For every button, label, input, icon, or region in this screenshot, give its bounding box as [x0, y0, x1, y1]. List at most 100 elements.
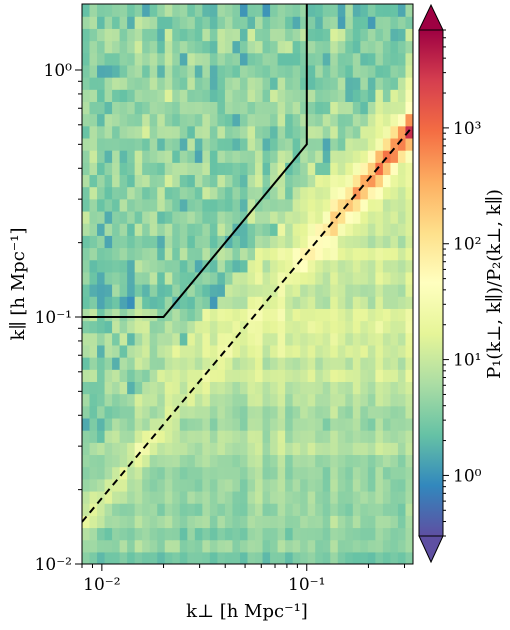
heatmap-cell: [157, 466, 166, 480]
heatmap-cell: [330, 393, 339, 407]
heatmap-cell: [322, 417, 331, 431]
heatmap-cell: [134, 320, 143, 334]
heatmap-cell: [262, 77, 271, 90]
heatmap-cell: [360, 150, 369, 163]
heatmap-cell: [375, 150, 384, 163]
heatmap-cell: [247, 308, 256, 322]
heatmap-cell: [89, 332, 98, 346]
heatmap-cell: [112, 125, 121, 139]
heatmap-cell: [194, 296, 203, 309]
heatmap-cell: [209, 137, 219, 151]
heatmap-cell: [224, 284, 234, 297]
heatmap-cell: [89, 369, 98, 382]
heatmap-cell: [382, 28, 392, 42]
heatmap-cell: [149, 405, 158, 419]
heatmap-cell: [367, 137, 376, 151]
heatmap-cell: [119, 198, 128, 212]
heatmap-cell: [232, 125, 241, 139]
heatmap-cell: [285, 344, 294, 358]
heatmap-cell: [82, 210, 91, 224]
heatmap-cell: [367, 344, 376, 358]
heatmap-cell: [97, 40, 106, 54]
heatmap-cell: [134, 503, 143, 516]
heatmap-cell: [315, 393, 324, 407]
heatmap-cell: [134, 490, 143, 504]
heatmap-cell: [224, 454, 234, 468]
heatmap-cell: [89, 150, 98, 163]
heatmap-cell: [352, 442, 361, 456]
heatmap-cell: [82, 515, 91, 529]
heatmap-cell: [352, 174, 361, 188]
heatmap-cell: [142, 150, 151, 163]
heatmap-cell: [270, 296, 279, 309]
heatmap-cell: [345, 442, 354, 456]
heatmap-cell: [322, 174, 331, 188]
heatmap-cell: [164, 162, 173, 176]
heatmap-cell: [232, 162, 241, 176]
heatmap-cell: [285, 186, 294, 200]
heatmap-cell: [330, 113, 339, 127]
heatmap-cell: [390, 284, 399, 297]
heatmap-cell: [285, 527, 294, 541]
heatmap-cell: [352, 247, 361, 261]
heatmap-cell: [104, 490, 113, 504]
heatmap-cell: [247, 186, 256, 200]
heatmap-cell: [352, 539, 361, 553]
heatmap-cell: [97, 89, 106, 102]
heatmap-cell: [97, 551, 106, 564]
heatmap-cell: [390, 64, 399, 78]
heatmap-cell: [187, 442, 196, 456]
heatmap-cell: [172, 174, 181, 188]
heatmap-cell: [134, 223, 143, 236]
heatmap-cell: [262, 259, 271, 273]
heatmap-cell: [262, 466, 271, 480]
heatmap-cell: [187, 344, 196, 358]
heatmap-cell: [172, 186, 181, 200]
heatmap-cell: [209, 393, 219, 407]
heatmap-cell: [307, 186, 316, 200]
heatmap-cell: [202, 235, 211, 249]
heatmap-cell: [112, 101, 121, 115]
heatmap-cell: [119, 284, 128, 297]
heatmap-cell: [262, 174, 271, 188]
heatmap-cell: [142, 332, 151, 346]
heatmap-cell: [142, 271, 151, 285]
heatmap-cell: [119, 539, 128, 553]
heatmap-cell: [119, 381, 128, 395]
heatmap-cell: [262, 344, 271, 358]
heatmap-cell: [270, 89, 279, 102]
heatmap-cell: [232, 137, 241, 151]
heatmap-cell: [330, 16, 339, 29]
heatmap-cell: [127, 162, 136, 176]
heatmap-cell: [112, 223, 121, 236]
heatmap-cell: [247, 198, 256, 212]
heatmap-cell: [300, 162, 309, 176]
heatmap-cell: [315, 210, 324, 224]
heatmap-cell: [367, 223, 376, 236]
heatmap-cell: [142, 308, 151, 322]
heatmap-cell: [352, 4, 361, 17]
heatmap-cell: [397, 357, 407, 370]
heatmap-cell: [142, 77, 151, 90]
heatmap-cell: [194, 198, 203, 212]
heatmap-cell: [224, 247, 234, 261]
heatmap-cell: [360, 77, 369, 90]
wedge-boundary-dashed-line: [82, 125, 413, 523]
heatmap-cell: [239, 332, 249, 346]
heatmap-cell: [194, 381, 203, 395]
heatmap-cell: [262, 442, 271, 456]
selection-boundary-solid-line: [82, 4, 308, 318]
heatmap-cell: [112, 454, 121, 468]
heatmap-cell: [142, 393, 151, 407]
heatmap-cell: [202, 393, 211, 407]
heatmap-cell: [202, 198, 211, 212]
heatmap-cell: [375, 125, 384, 139]
heatmap-cell: [262, 539, 271, 553]
heatmap-cell: [164, 381, 173, 395]
heatmap-cell: [345, 478, 354, 492]
heatmap-cell: [285, 466, 294, 480]
heatmap-cell: [104, 357, 113, 370]
heatmap-cell: [157, 515, 166, 529]
heatmap-cell: [382, 77, 392, 90]
heatmap-cell: [360, 174, 369, 188]
